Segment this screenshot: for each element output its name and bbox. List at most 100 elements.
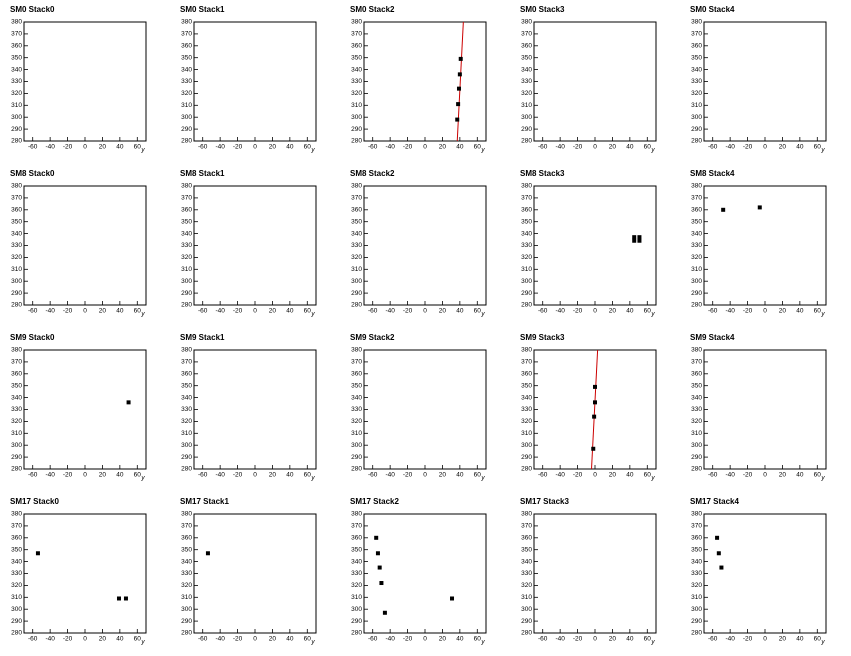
y-tick-label: 340	[181, 66, 192, 73]
y-tick-label: 350	[351, 54, 362, 61]
fit-line	[591, 350, 599, 469]
y-tick-label: 280	[521, 466, 532, 473]
y-tick-label: 360	[11, 43, 22, 50]
x-tick-label: -20	[403, 472, 413, 479]
y-tick-label: 340	[691, 558, 702, 565]
x-tick-label: 0	[423, 636, 427, 643]
y-tick-label: 310	[521, 102, 532, 109]
panel-title: SM9 Stack2	[350, 333, 395, 342]
y-tick-label: 300	[181, 114, 192, 121]
y-tick-label: 330	[691, 78, 702, 85]
x-tick-label: 40	[456, 472, 464, 479]
plot-frame	[23, 349, 147, 470]
x-tick-label: -40	[385, 308, 395, 315]
x-tick-label: -60	[538, 636, 548, 643]
marker	[456, 86, 461, 91]
x-tick-label: 40	[116, 472, 124, 479]
x-tick-label: -20	[63, 636, 73, 643]
y-tick-label: 330	[521, 242, 532, 249]
y-tick-label: 310	[691, 266, 702, 273]
x-tick-label: 60	[474, 144, 482, 151]
x-tick-label: -40	[215, 308, 225, 315]
y-tick-label: 370	[181, 195, 192, 202]
panel-title: SM8 Stack1	[180, 169, 225, 178]
x-tick-label: 60	[644, 308, 652, 315]
x-axis-label: y	[310, 475, 315, 482]
x-tick-label: 60	[134, 472, 142, 479]
y-tick-label: 360	[181, 207, 192, 214]
y-tick-label: 290	[11, 618, 22, 625]
plot-frame	[363, 185, 487, 306]
x-tick-label: -40	[725, 636, 735, 643]
x-tick-label: 60	[134, 308, 142, 315]
x-axis-label: y	[650, 311, 655, 318]
x-tick-label: 20	[99, 308, 107, 315]
y-tick-label: 310	[351, 102, 362, 109]
x-tick-label: 20	[269, 472, 277, 479]
y-tick-label: 290	[351, 290, 362, 297]
marker	[379, 581, 384, 586]
panel: SM8 Stack1 -60 -40 -20 0 20 40 60 280 290 300 310 32…	[180, 169, 317, 318]
panel-title: SM8 Stack3	[520, 169, 565, 178]
y-tick-label: 350	[691, 54, 702, 61]
marker	[457, 72, 462, 77]
y-tick-label: 370	[351, 359, 362, 366]
y-tick-label: 310	[521, 594, 532, 601]
panel-title: SM9 Stack0	[10, 333, 55, 342]
y-tick-label: 340	[351, 394, 362, 401]
panel: SM8 Stack2 -60 -40 -20 0 20 40 60 280 290 300 310 32…	[350, 169, 487, 318]
panel-title: SM0 Stack3	[520, 5, 565, 14]
x-tick-label: 40	[116, 144, 124, 151]
x-axis-label: y	[820, 475, 825, 482]
x-axis-label: y	[140, 311, 145, 318]
x-axis-label: y	[480, 311, 485, 318]
x-tick-label: -20	[573, 636, 583, 643]
y-tick-label: 300	[521, 114, 532, 121]
x-tick-label: -60	[368, 144, 378, 151]
y-tick-label: 380	[691, 347, 702, 354]
x-tick-label: -20	[233, 144, 243, 151]
y-tick-label: 320	[11, 90, 22, 97]
plot-frame	[533, 513, 657, 634]
x-tick-label: 40	[286, 308, 294, 315]
y-tick-label: 370	[521, 195, 532, 202]
y-tick-label: 290	[181, 454, 192, 461]
x-tick-label: -60	[538, 308, 548, 315]
y-tick-label: 340	[521, 394, 532, 401]
x-tick-label: -20	[233, 636, 243, 643]
y-tick-label: 370	[521, 31, 532, 38]
y-tick-label: 330	[351, 78, 362, 85]
y-tick-label: 360	[11, 535, 22, 542]
y-tick-label: 370	[351, 195, 362, 202]
y-tick-label: 290	[521, 126, 532, 133]
x-tick-label: 20	[99, 144, 107, 151]
marker	[126, 400, 131, 405]
x-tick-label: 40	[626, 308, 634, 315]
y-tick-label: 370	[351, 31, 362, 38]
marker	[455, 117, 460, 122]
x-tick-label: 60	[644, 636, 652, 643]
x-tick-label: -20	[403, 144, 413, 151]
x-tick-label: -20	[573, 472, 583, 479]
y-tick-label: 370	[691, 359, 702, 366]
x-tick-label: 40	[286, 144, 294, 151]
y-tick-label: 310	[181, 430, 192, 437]
panel-title: SM8 Stack0	[10, 169, 55, 178]
y-tick-label: 300	[521, 606, 532, 613]
y-tick-label: 330	[691, 570, 702, 577]
panel-title: SM17 Stack0	[10, 497, 59, 506]
y-tick-label: 350	[691, 382, 702, 389]
y-tick-label: 330	[181, 406, 192, 413]
x-tick-label: 20	[779, 636, 787, 643]
marker	[458, 56, 463, 61]
y-tick-label: 340	[691, 230, 702, 237]
y-tick-label: 340	[181, 558, 192, 565]
y-tick-label: 280	[181, 466, 192, 473]
x-tick-label: -20	[743, 144, 753, 151]
y-tick-label: 290	[181, 126, 192, 133]
marker	[382, 610, 387, 615]
y-tick-label: 320	[351, 418, 362, 425]
plot-frame	[533, 349, 657, 470]
y-tick-label: 300	[691, 278, 702, 285]
x-tick-label: 0	[253, 144, 257, 151]
